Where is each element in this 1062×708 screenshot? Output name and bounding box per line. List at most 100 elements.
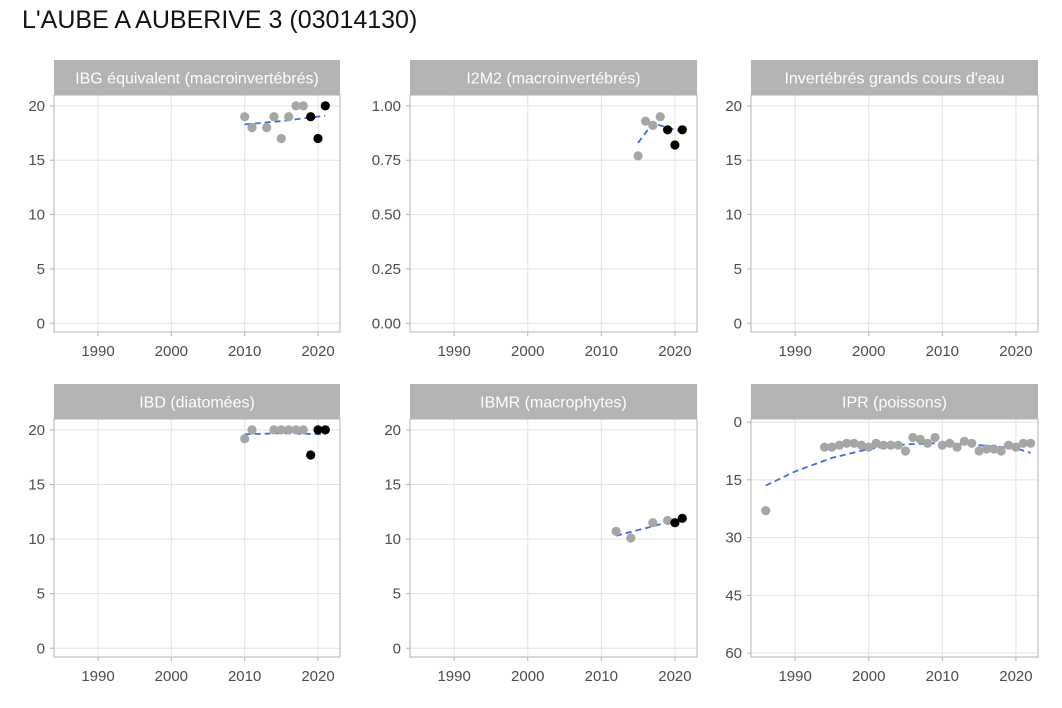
facet-panel: I2M2 (macroinvertébrés) 0.00 0.25 0.50 0.75 1… [372,60,698,360]
y-tick-label: 0 [37,640,45,657]
data-point [1004,440,1014,450]
facet-strip-label: Invertébrés grands cours d'eau [784,71,1004,88]
data-point [974,446,984,456]
data-point [849,438,859,448]
data-point [284,425,294,435]
data-point-recent [663,125,673,135]
y-tick-label: 0.00 [372,315,401,332]
data-point-recent [677,513,687,523]
facet-strip [751,60,1038,95]
data-point [930,432,940,443]
y-tick-label: 0.75 [372,152,401,169]
y-tick-label: 5 [37,261,45,278]
data-point [1018,438,1028,448]
data-point [247,425,257,435]
facet-panel: IBD (diatomées) 0 5 10 15 20 1990 2000 2010 2020 [28,384,341,685]
data-point [820,442,830,452]
y-tick-label: 0.50 [372,207,401,224]
data-point [633,151,643,161]
y-tick-label: 15 [28,477,45,494]
y-tick-label: 15 [384,477,401,494]
y-tick-label: 0 [734,315,742,332]
data-point [648,120,658,130]
data-point [915,434,925,444]
x-tick-label: 2010 [228,668,261,685]
data-point [240,112,250,122]
data-point [611,526,621,537]
data-point [276,133,286,144]
y-tick-label: 20 [384,422,401,439]
data-point [989,444,999,454]
y-tick-label: 5 [393,586,401,603]
x-tick-label: 1990 [437,343,470,360]
trend-line [244,114,326,126]
facet-strip [751,384,1038,419]
x-tick-label: 2010 [585,343,618,360]
y-tick-label: 5 [37,586,45,603]
data-point [856,440,867,450]
data-point [284,112,294,122]
facet-panel: IBG équivalent (macroinvertébrés) 0 5 10 15 2… [28,60,341,360]
x-tick-label: 1990 [778,668,811,685]
data-point [1011,442,1021,452]
x-tick-label: 2000 [852,668,885,685]
y-tick-label: 1.00 [372,98,401,115]
y-tick-label: 15 [725,152,742,169]
data-point [945,438,955,448]
data-point [298,425,308,435]
y-tick-label: 0 [37,315,45,332]
data-point [291,425,301,435]
x-tick-label: 2020 [999,668,1032,685]
panel-border [409,94,698,333]
data-point [864,442,874,452]
y-tick-label: 45 [725,587,742,604]
y-tick-label: 60 [725,645,742,662]
y-tick-label: 15 [28,152,45,169]
data-point [827,442,837,452]
facet-strip-label: IBD (diatomées) [139,395,255,412]
y-tick-label: 5 [734,261,742,278]
facet-strip [54,60,340,95]
x-tick-label: 2020 [301,343,334,360]
data-point [893,440,903,450]
y-tick-label: 0.25 [372,261,401,278]
data-point [247,123,257,133]
x-tick-label: 2000 [155,668,188,685]
x-tick-label: 1990 [81,668,114,685]
x-tick-label: 1990 [437,668,470,685]
y-tick-label: 0 [734,414,742,431]
x-tick-label: 2010 [926,668,959,685]
data-point [269,112,279,122]
data-point [655,112,665,122]
data-point [937,440,947,450]
data-point [981,444,992,454]
trend-line [637,122,683,144]
facet-strip-label: IBG équivalent (macroinvertébrés) [75,71,319,88]
data-point [298,101,308,111]
panel-border [53,418,341,658]
data-point [886,440,896,450]
panel-border [409,418,698,658]
x-tick-label: 2000 [511,343,544,360]
data-point [276,425,286,435]
facet-strip-label: I2M2 (macroinvertébrés) [466,71,640,88]
y-tick-label: 0 [393,640,401,657]
data-point [626,533,636,543]
data-point-recent [670,140,680,150]
data-point [291,101,301,111]
panel-border [750,94,1039,333]
y-tick-label: 10 [28,531,45,548]
x-tick-label: 2000 [155,343,188,360]
y-tick-label: 15 [725,472,742,489]
data-point-recent [670,518,680,528]
x-tick-label: 2010 [228,343,261,360]
x-tick-label: 2020 [658,343,691,360]
facet-strip-label: IBMR (macrophytes) [480,395,627,412]
data-point [952,442,962,452]
data-point [663,515,673,526]
x-tick-label: 1990 [778,343,811,360]
x-tick-label: 2000 [511,668,544,685]
x-tick-label: 1990 [81,343,114,360]
facet-strip-label: IPR (poissons) [842,395,947,412]
